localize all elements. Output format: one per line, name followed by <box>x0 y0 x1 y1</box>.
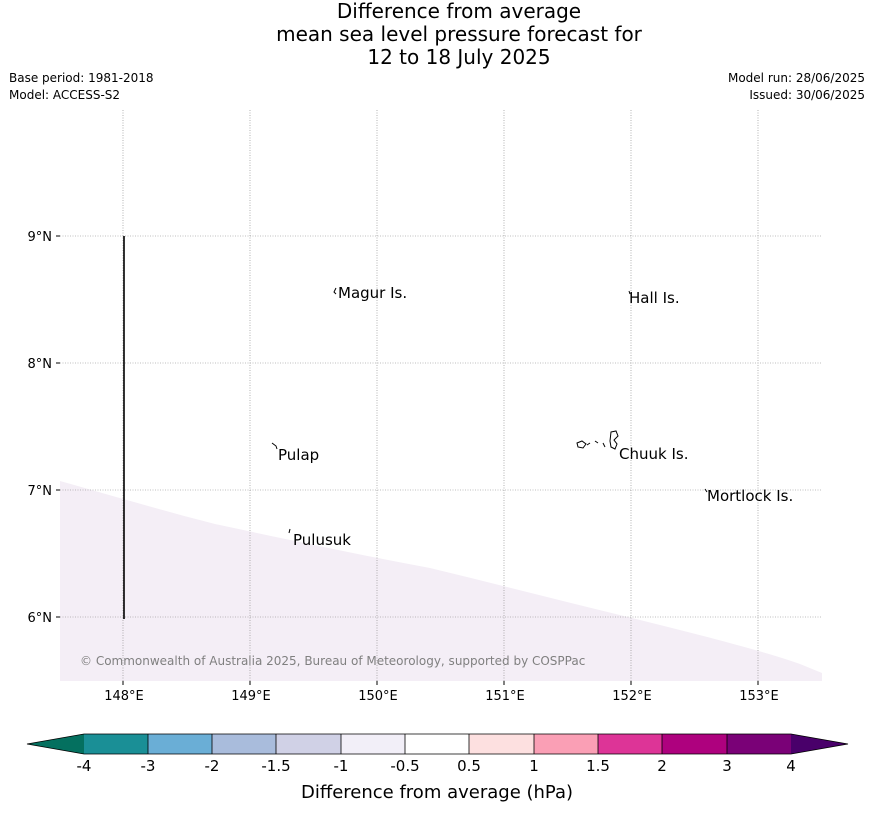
colorbar-bin-3 <box>212 734 276 754</box>
colorbar-tick-label: 4 <box>786 757 796 775</box>
colorbar-tick-label: -3 <box>141 757 156 775</box>
colorbar-bin-5 <box>341 734 405 754</box>
colorbar-tick-label: 1.5 <box>586 757 610 775</box>
place-label-magur: Magur Is. <box>338 284 407 302</box>
colorbar-tick-label: -1.5 <box>261 757 290 775</box>
lat-label-8n: 8°N <box>28 357 53 372</box>
colorbar-tick-label: -0.5 <box>390 757 419 775</box>
place-label-pulusuk: Pulusuk <box>293 531 351 549</box>
model-name: Model: ACCESS-S2 <box>9 88 121 102</box>
colorbar-bin-1 <box>84 734 148 754</box>
hall-island-shape <box>628 290 631 295</box>
island-outlines <box>271 287 708 534</box>
base-period: Base period: 1981-2018 <box>9 71 154 85</box>
pulusuk-island-shape <box>288 528 291 534</box>
tick-marks <box>56 235 759 685</box>
chuuk-island-shape-2 <box>586 442 591 446</box>
colorbar-bin-9 <box>598 734 662 754</box>
lon-label-151e: 151°E <box>485 689 525 704</box>
place-label-mortlock: Mortlock Is. <box>707 487 793 505</box>
colorbar-bin-8 <box>534 734 598 754</box>
lon-gridlines <box>122 110 759 681</box>
colorbar-bin-11 <box>727 734 791 754</box>
colorbar-tick-label: -2 <box>205 757 220 775</box>
lat-label-7n: 7°N <box>28 484 53 499</box>
issued-date: Issued: 30/06/2025 <box>749 88 865 102</box>
copyright-notice: © Commonwealth of Australia 2025, Bureau… <box>80 654 585 668</box>
lon-label-150e: 150°E <box>358 689 398 704</box>
lon-label-148e: 148°E <box>104 689 144 704</box>
lon-label-149e: 149°E <box>231 689 271 704</box>
lat-label-6n: 6°N <box>28 611 53 626</box>
colorbar-bin-4 <box>276 734 341 754</box>
magur-island-shape <box>333 287 337 295</box>
colorbar-dividers <box>147 734 728 754</box>
lon-label-152e: 152°E <box>612 689 652 704</box>
chuuk-island-shape-5 <box>609 430 619 450</box>
colorbar-tick-label: -4 <box>77 757 92 775</box>
place-label-chuuk: Chuuk Is. <box>619 445 688 463</box>
colorbar-axis-label: Difference from average (hPa) <box>301 782 573 803</box>
colorbar-bin-6 <box>405 734 469 754</box>
meta-left: Base period: 1981-2018 Model: ACCESS-S2 <box>9 70 154 104</box>
lat-gridlines <box>60 235 822 618</box>
mortlock-island-shape <box>704 488 708 493</box>
lat-label-9n: 9°N <box>28 230 53 245</box>
lon-label-153e: 153°E <box>739 689 779 704</box>
colorbar-tick-label: -1 <box>334 757 349 775</box>
colorbar-under-arrow <box>27 734 84 754</box>
colorbar-tick-label: 0.5 <box>457 757 481 775</box>
colorbar-tick-label: 1 <box>529 757 539 775</box>
title-line-3: 12 to 18 July 2025 <box>367 45 551 69</box>
map-title: Difference from average mean sea level p… <box>0 0 873 69</box>
chuuk-island-shape-1 <box>576 440 587 449</box>
colorbar-outline <box>26 733 849 755</box>
colorbar-bin-7 <box>469 734 534 754</box>
place-label-pulap: Pulap <box>278 446 319 464</box>
chuuk-island-shape-4 <box>602 442 606 448</box>
title-line-2: mean sea level pressure forecast for <box>276 22 642 46</box>
colorbar: -4 -3 -2 -1.5 -1 -0.5 0.5 1 1.5 2 3 4 Di… <box>26 733 849 803</box>
colorbar-over-arrow <box>791 734 848 754</box>
colorbar-bin-2 <box>148 734 212 754</box>
colorbar-bin-10 <box>662 734 727 754</box>
colorbar-tick-label: 2 <box>657 757 667 775</box>
place-label-hall: Hall Is. <box>629 289 680 307</box>
colorbar-tick-label: 3 <box>722 757 732 775</box>
chuuk-island-shape-3 <box>594 440 599 444</box>
meta-right: Model run: 28/06/2025 Issued: 30/06/2025 <box>728 70 865 104</box>
pulap-island-shape <box>271 442 278 450</box>
anomaly-shaded-region <box>60 481 822 681</box>
title-line-1: Difference from average <box>336 0 582 23</box>
model-run: Model run: 28/06/2025 <box>727 71 865 85</box>
